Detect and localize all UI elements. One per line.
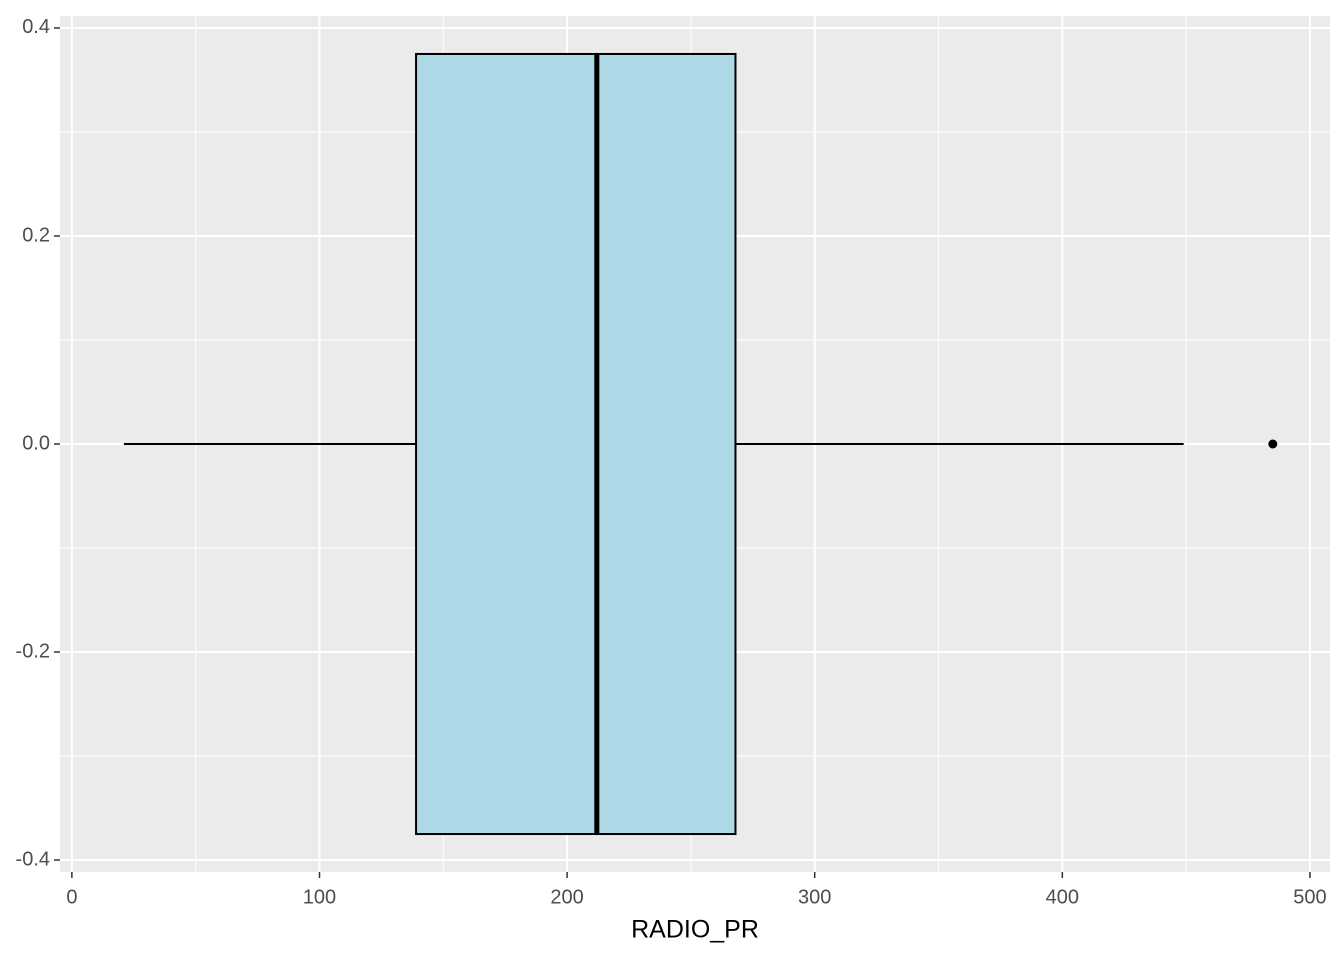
y-tick-label: 0.0 [22,432,50,454]
x-tick-label: 200 [550,886,583,908]
y-tick-label: 0.4 [22,16,50,38]
y-tick-label: -0.4 [16,848,50,870]
x-tick-label: 500 [1293,886,1326,908]
x-tick-label: 100 [303,886,336,908]
outlier [1268,439,1278,449]
x-tick-label: 400 [1046,886,1079,908]
x-tick-label: 300 [798,886,831,908]
box [415,52,737,836]
y-tick-label: 0.2 [22,224,50,246]
y-tick-label: -0.2 [16,640,50,662]
x-tick-label: 0 [66,886,77,908]
x-axis-title: RADIO_PR [631,916,759,944]
